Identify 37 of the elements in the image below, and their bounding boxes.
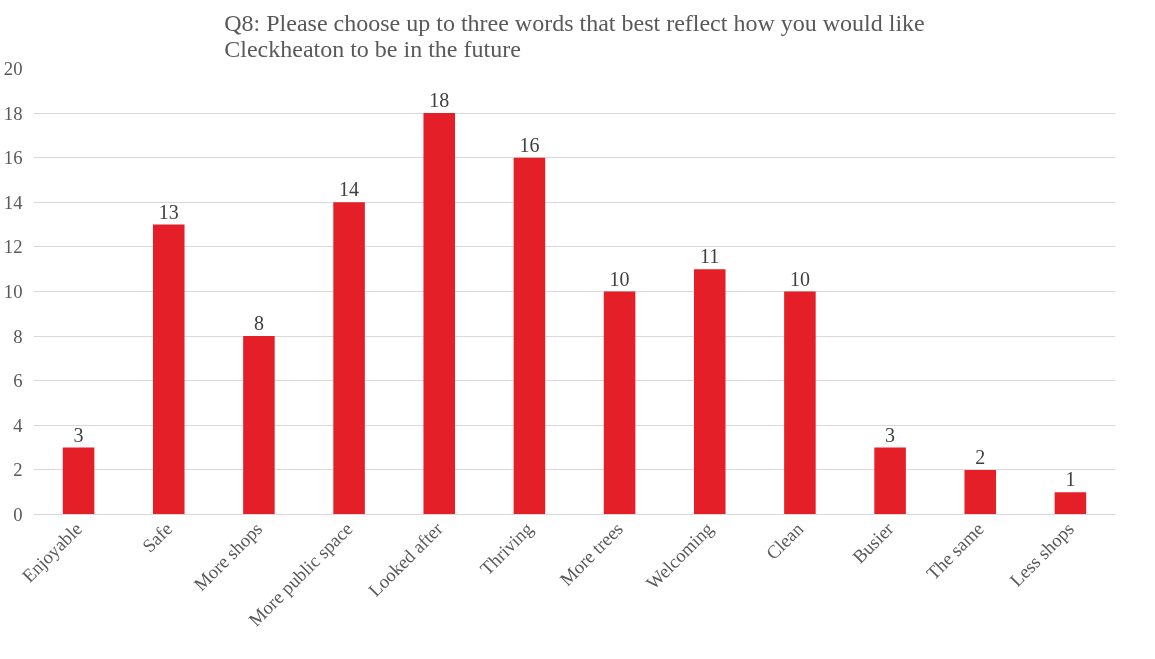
y-tick-label: 8 [13,325,23,347]
data-label: 10 [609,267,630,290]
data-label: 16 [519,133,540,156]
data-label: 2 [975,445,986,468]
chart-title: Q8: Please choose up to three words that best reflect how you would like Cleckheaton to be in the future [224,9,925,62]
y-tick-label: 14 [3,191,24,213]
bar [693,269,726,515]
data-label: 11 [700,245,720,268]
bar [874,447,906,515]
y-tick-label: 0 [13,504,23,525]
y-tick-label: 18 [3,102,23,124]
data-label: 14 [339,178,360,201]
bar [62,447,95,515]
y-tick-label: 2 [13,459,23,481]
bar [513,157,546,515]
data-label: 8 [253,312,264,335]
bar [784,291,816,515]
x-tick-label: Safe [137,518,177,557]
y-tick-label: 6 [13,370,23,392]
y-tick-label: 4 [13,414,24,436]
bar [964,469,997,515]
y-tick-label: 16 [3,147,23,169]
y-tick-label: 10 [3,281,23,302]
y-tick-label: 20 [3,58,23,79]
bar [152,224,185,515]
data-label: 18 [429,89,450,112]
bar [423,113,456,515]
data-label: 10 [789,267,810,290]
data-label: 13 [158,200,179,223]
bar [333,202,365,515]
y-tick-label: 12 [3,236,23,258]
bar [1054,492,1087,515]
data-label: 3 [73,423,84,446]
data-label: 1 [1065,468,1076,491]
bar [243,336,275,515]
bar [603,291,636,515]
data-label: 3 [885,423,896,446]
